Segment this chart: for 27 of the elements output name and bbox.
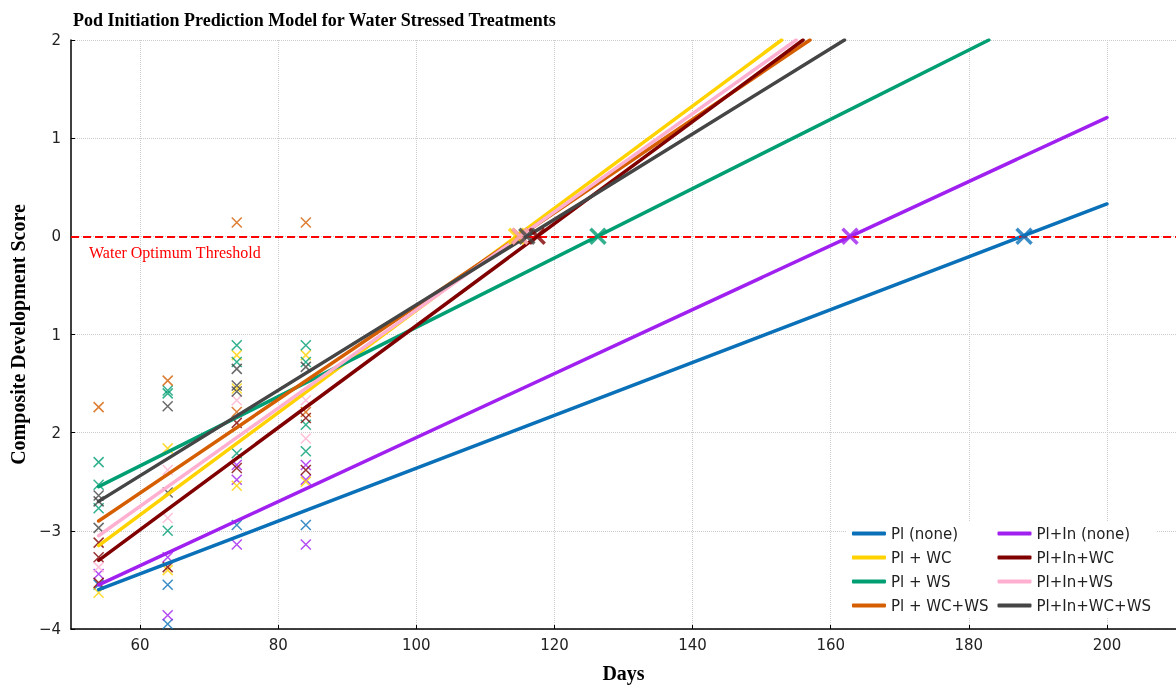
legend-label: Pl (none) — [890, 524, 959, 543]
legend-label: Pl + WS — [890, 572, 951, 591]
y-tick-label: −4 — [38, 620, 62, 638]
legend-label: Pl + WC — [890, 548, 952, 567]
x-tick-label: 60 — [130, 635, 150, 654]
x-tick-label: 120 — [540, 635, 569, 654]
x-tick-label: 140 — [678, 635, 707, 654]
y-tick-label: 2 — [51, 31, 62, 49]
legend-label: Pl+In+WC+WS — [1036, 596, 1152, 615]
x-tick-label: 180 — [954, 635, 984, 654]
y-tick-label: 1 — [51, 129, 62, 148]
x-tick-label: 100 — [402, 635, 431, 654]
x-tick-label: 80 — [268, 635, 288, 654]
x-tick-label: 160 — [816, 635, 846, 654]
y-tick-label: 2 — [51, 423, 62, 442]
legend-label: Pl+In+WS — [1036, 572, 1114, 591]
x-tick-label: 200 — [1092, 635, 1122, 654]
x-axis-title: Days — [602, 662, 645, 685]
y-tick-label: 0 — [51, 227, 62, 246]
y-tick-label: 1 — [51, 325, 62, 344]
y-axis-title: Composite Development Score — [7, 204, 30, 465]
ref-line-label: Water Optimum Threshold — [89, 243, 261, 262]
legend-label: Pl+In+WC — [1036, 548, 1115, 567]
legend-label: Pl + WC+WS — [890, 596, 989, 615]
y-tick-label: −3 — [38, 521, 62, 540]
chart-title: Pod Initiation Prediction Model for Water Stressed Treatments — [73, 10, 556, 30]
legend-label: Pl+In (none) — [1036, 524, 1131, 543]
